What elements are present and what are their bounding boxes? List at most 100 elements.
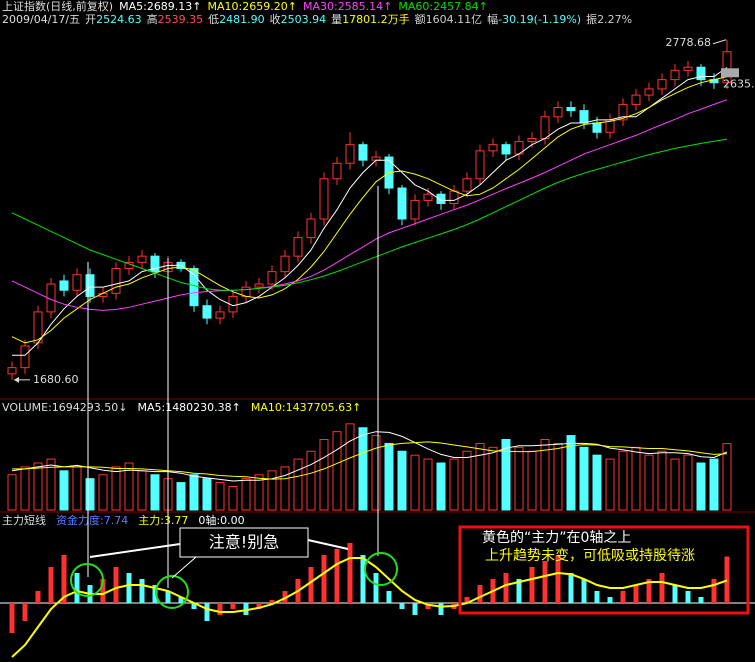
legend-entry: MA60:2457.84↑ bbox=[398, 0, 487, 13]
volume-bar bbox=[527, 450, 537, 511]
candle-body bbox=[332, 162, 342, 180]
indicator-line bbox=[11, 138, 728, 291]
candle-body bbox=[592, 122, 602, 133]
candle-body bbox=[371, 156, 381, 161]
force-bar bbox=[347, 543, 353, 603]
price-annotation: 2778.68 bbox=[666, 36, 712, 49]
volume-bar bbox=[410, 454, 420, 511]
quote-value: 2524.63 bbox=[96, 13, 142, 26]
candle-body bbox=[150, 255, 160, 273]
annotation-arrowhead bbox=[14, 376, 19, 383]
quote-value: 2.27% bbox=[597, 13, 632, 26]
volume-bar bbox=[7, 474, 17, 511]
force-bar bbox=[386, 591, 392, 603]
force-bar bbox=[685, 591, 691, 603]
candle-body bbox=[579, 110, 589, 124]
indicator-line bbox=[11, 557, 728, 658]
highlight-circle bbox=[70, 563, 104, 597]
force-bar bbox=[35, 591, 41, 603]
candle-body bbox=[501, 144, 511, 155]
force-bar bbox=[22, 603, 28, 621]
legend-entry: MA10:2659.20↑ bbox=[208, 0, 297, 13]
candle-body bbox=[644, 88, 654, 96]
force-bar bbox=[672, 585, 678, 603]
candle-body bbox=[631, 94, 641, 105]
volume-bar bbox=[59, 470, 69, 511]
candle-body bbox=[527, 137, 537, 143]
volume-bar bbox=[683, 454, 693, 511]
candle-body bbox=[449, 190, 459, 205]
force-bar bbox=[113, 567, 119, 603]
force-bar bbox=[529, 567, 535, 603]
volume-bar bbox=[657, 450, 667, 511]
force-bar bbox=[100, 579, 106, 603]
volume-bar bbox=[111, 466, 121, 511]
quote-label: 振 bbox=[586, 12, 597, 26]
volume-bar bbox=[150, 474, 160, 511]
force-bar bbox=[594, 591, 600, 603]
force-bar bbox=[178, 597, 184, 603]
legend-entry: MA30:2585.14↑ bbox=[303, 0, 392, 13]
volume-bar bbox=[501, 439, 511, 511]
price-annotation: 2635. bbox=[723, 77, 755, 90]
force-bar bbox=[9, 603, 15, 633]
force-bar bbox=[425, 603, 431, 609]
force-bar bbox=[698, 597, 704, 603]
candle-body bbox=[540, 116, 550, 139]
volume-bar bbox=[215, 482, 225, 511]
volume-bar bbox=[644, 454, 654, 511]
candle-body bbox=[20, 345, 30, 369]
candle-body bbox=[358, 144, 368, 161]
volume-bar bbox=[553, 442, 563, 511]
volume-bar bbox=[202, 478, 212, 511]
volume-bar bbox=[306, 450, 316, 511]
volume-bar bbox=[228, 486, 238, 511]
volume-bar bbox=[579, 446, 589, 511]
quote-date: 2009/04/17/五 bbox=[2, 13, 80, 26]
volume-bar bbox=[293, 458, 303, 511]
volume-bar bbox=[592, 454, 602, 511]
candle-body bbox=[618, 103, 628, 121]
volume-bar bbox=[46, 458, 56, 511]
force-bar bbox=[633, 585, 639, 603]
quote-value: 2503.94 bbox=[281, 13, 327, 26]
quote-label: 开 bbox=[85, 13, 96, 26]
force-bar bbox=[48, 567, 54, 603]
price-annotation: 1680.60 bbox=[33, 373, 79, 386]
plot-layer bbox=[0, 39, 755, 658]
volume-bar bbox=[618, 450, 628, 511]
candle-body bbox=[72, 274, 82, 291]
annotation-leader bbox=[712, 39, 727, 45]
force-bar bbox=[282, 591, 288, 603]
legend-entry: 资金力度:7.74 bbox=[56, 513, 128, 527]
volume-bar bbox=[709, 458, 719, 511]
candle-body bbox=[254, 283, 264, 288]
panel-header: 上证指数(日线,前复权) MA5:2689.13↑ MA10:2659.20↑ MA3… bbox=[2, 0, 488, 13]
force-bar bbox=[412, 603, 418, 615]
candle-body bbox=[215, 311, 225, 319]
candle-body bbox=[59, 280, 69, 291]
candle-body bbox=[488, 144, 498, 152]
quote-value: 17801.2万手 bbox=[342, 12, 410, 26]
quote-label: 量 bbox=[331, 13, 342, 26]
force-bar bbox=[542, 561, 548, 603]
volume-bar bbox=[280, 466, 290, 511]
force-bar bbox=[373, 573, 379, 603]
quote-label: 收 bbox=[270, 12, 281, 26]
candle-body bbox=[423, 193, 433, 201]
force-bar bbox=[464, 597, 470, 603]
volume-bar bbox=[254, 474, 264, 511]
force-bar bbox=[607, 597, 613, 603]
force-bar bbox=[568, 573, 574, 603]
legend-entry: 主力:3.77 bbox=[138, 514, 188, 527]
candle-body bbox=[553, 107, 563, 118]
volume-bar bbox=[358, 427, 368, 511]
pointer-line bbox=[89, 543, 181, 558]
note-text: 上升趋势未变，可低吸或持股待涨 bbox=[485, 548, 695, 564]
highlight-circle bbox=[364, 552, 398, 586]
volume-bar bbox=[670, 458, 680, 511]
candle-body bbox=[436, 193, 446, 205]
candle-body bbox=[566, 107, 576, 112]
